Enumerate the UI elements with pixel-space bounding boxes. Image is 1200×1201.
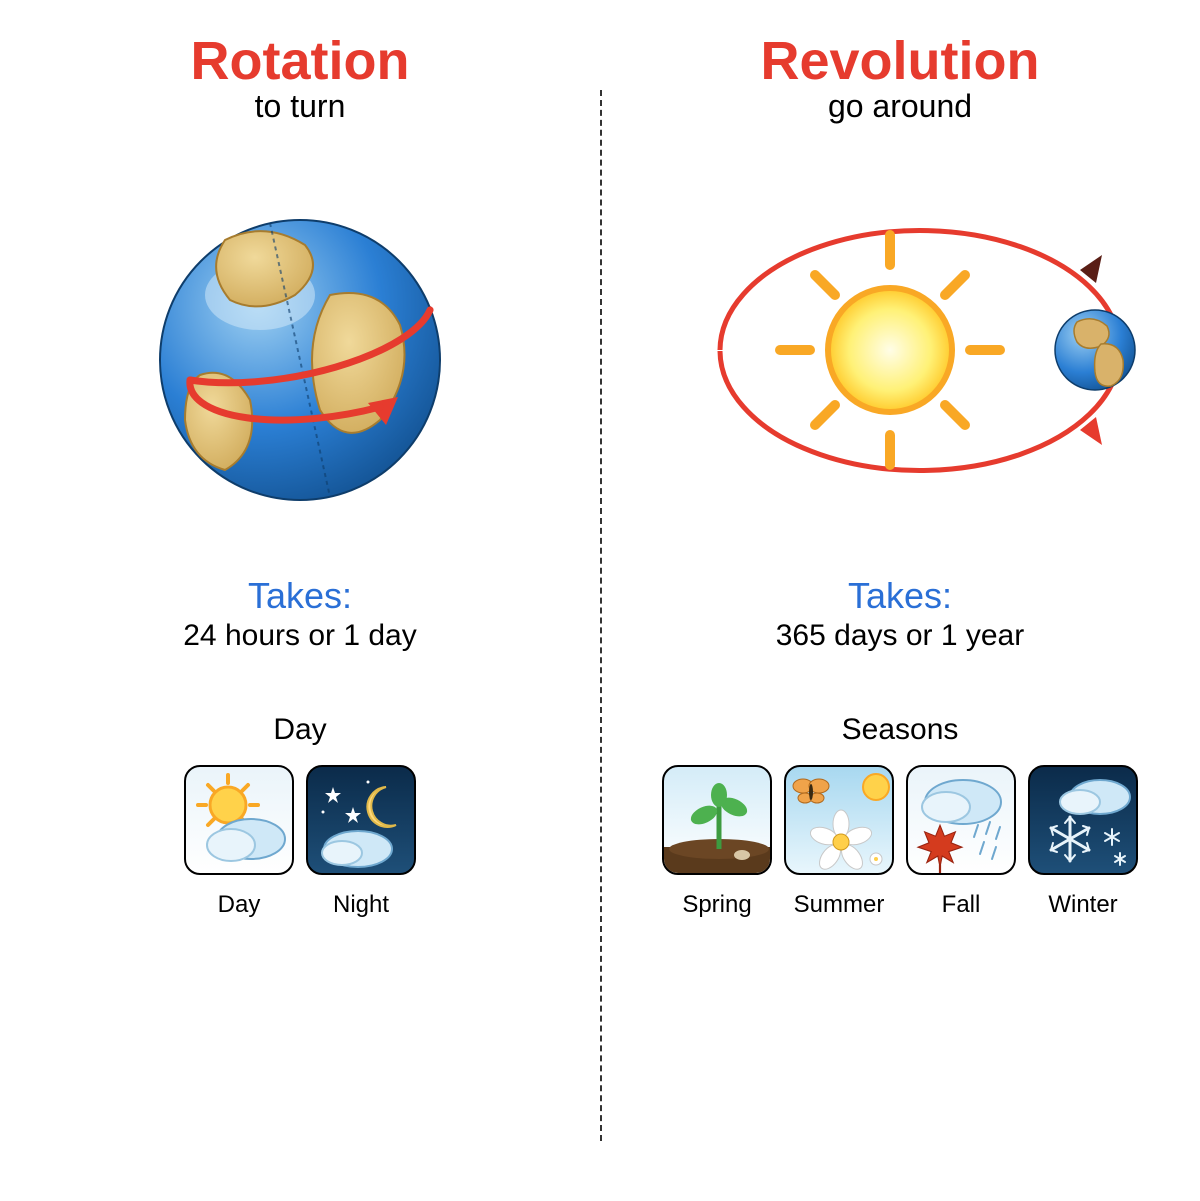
day-night-icons: Day Ni	[184, 765, 416, 919]
rotation-panel: Rotation to turn	[0, 0, 600, 1201]
sun-orbit-icon	[640, 175, 1160, 535]
fall-caption: Fall	[942, 891, 981, 919]
panel-divider	[600, 90, 602, 1141]
summer-icon	[784, 765, 894, 875]
spring-icon-cell: Spring	[662, 765, 772, 919]
fall-icon	[906, 765, 1016, 875]
night-caption: Night	[333, 891, 389, 919]
revolution-takes-value: 365 days or 1 year	[776, 619, 1024, 653]
summer-icon-cell: Summer	[784, 765, 894, 919]
revolution-panel: Revolution go around	[600, 0, 1200, 1201]
revolution-result-label: Seasons	[842, 713, 959, 747]
winter-icon	[1028, 765, 1138, 875]
rotation-illustration	[20, 165, 580, 545]
spring-caption: Spring	[682, 891, 751, 919]
revolution-takes-label: Takes:	[848, 575, 952, 617]
fall-icon-cell: Fall	[906, 765, 1016, 919]
seasons-icons: Spring	[662, 765, 1138, 919]
spring-icon	[662, 765, 772, 875]
summer-caption: Summer	[794, 891, 885, 919]
day-icon-cell: Day	[184, 765, 294, 919]
revolution-title: Revolution	[761, 30, 1040, 92]
infographic-container: Rotation to turn	[0, 0, 1200, 1201]
day-caption: Day	[218, 891, 261, 919]
day-icon	[184, 765, 294, 875]
night-icon-cell: Night	[306, 765, 416, 919]
night-icon	[306, 765, 416, 875]
revolution-illustration	[620, 165, 1180, 545]
rotation-takes-label: Takes:	[248, 575, 352, 617]
rotation-result-label: Day	[273, 713, 326, 747]
winter-caption: Winter	[1048, 891, 1117, 919]
winter-icon-cell: Winter	[1028, 765, 1138, 919]
earth-rotation-icon	[130, 185, 470, 525]
rotation-subtitle: to turn	[255, 88, 346, 125]
revolution-subtitle: go around	[828, 88, 972, 125]
rotation-title: Rotation	[191, 30, 410, 92]
rotation-takes-value: 24 hours or 1 day	[183, 619, 416, 653]
